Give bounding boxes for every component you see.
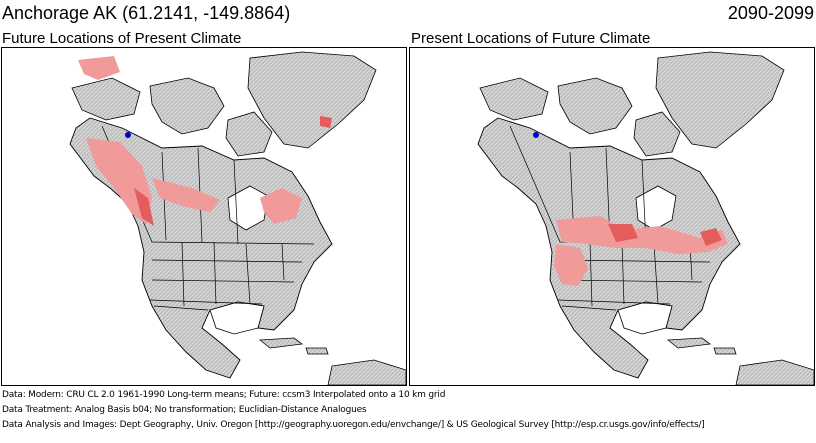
left-panel-title: Future Locations of Present Climate [2, 30, 242, 47]
page-title: Anchorage AK (61.2141, -149.8864) [2, 3, 291, 23]
right-map [477, 51, 814, 385]
gulf-of-mexico [617, 301, 673, 335]
analog-region-core-strong [608, 224, 722, 246]
arctic-islands [479, 77, 681, 157]
gulf-of-mexico [209, 301, 265, 335]
right-map-panel [409, 47, 815, 386]
south-america-landmass [327, 359, 406, 385]
arctic-islands [71, 77, 273, 157]
greenland-landmass [247, 51, 377, 149]
analog-region-greenland-coast [78, 56, 120, 80]
location-marker [125, 132, 131, 138]
footer-data-source: Data: Modern: CRU CL 2.0 1961-1990 Long-… [2, 390, 446, 400]
analog-region-alaska [86, 138, 152, 224]
footer-data-treatment: Data Treatment: Analog Basis b04; No tra… [2, 405, 367, 415]
caribbean-islands [258, 337, 329, 355]
footer-attribution: Data Analysis and Images: Dept Geography… [2, 420, 705, 430]
analog-region-subarctic-belt [152, 178, 302, 224]
analog-region-west-mountains [554, 244, 588, 286]
north-america-landmass [477, 117, 741, 379]
right-panel-title: Present Locations of Future Climate [411, 30, 651, 47]
location-marker [533, 132, 539, 138]
left-map [69, 51, 406, 385]
greenland-landmass [655, 51, 785, 149]
analog-region-northern-us [556, 216, 728, 254]
south-america-landmass [735, 359, 814, 385]
left-map-panel [1, 47, 407, 386]
time-period-label: 2090-2099 [727, 3, 814, 23]
caribbean-islands [666, 337, 737, 355]
hudson-bay [635, 185, 677, 231]
hudson-bay [227, 185, 269, 231]
